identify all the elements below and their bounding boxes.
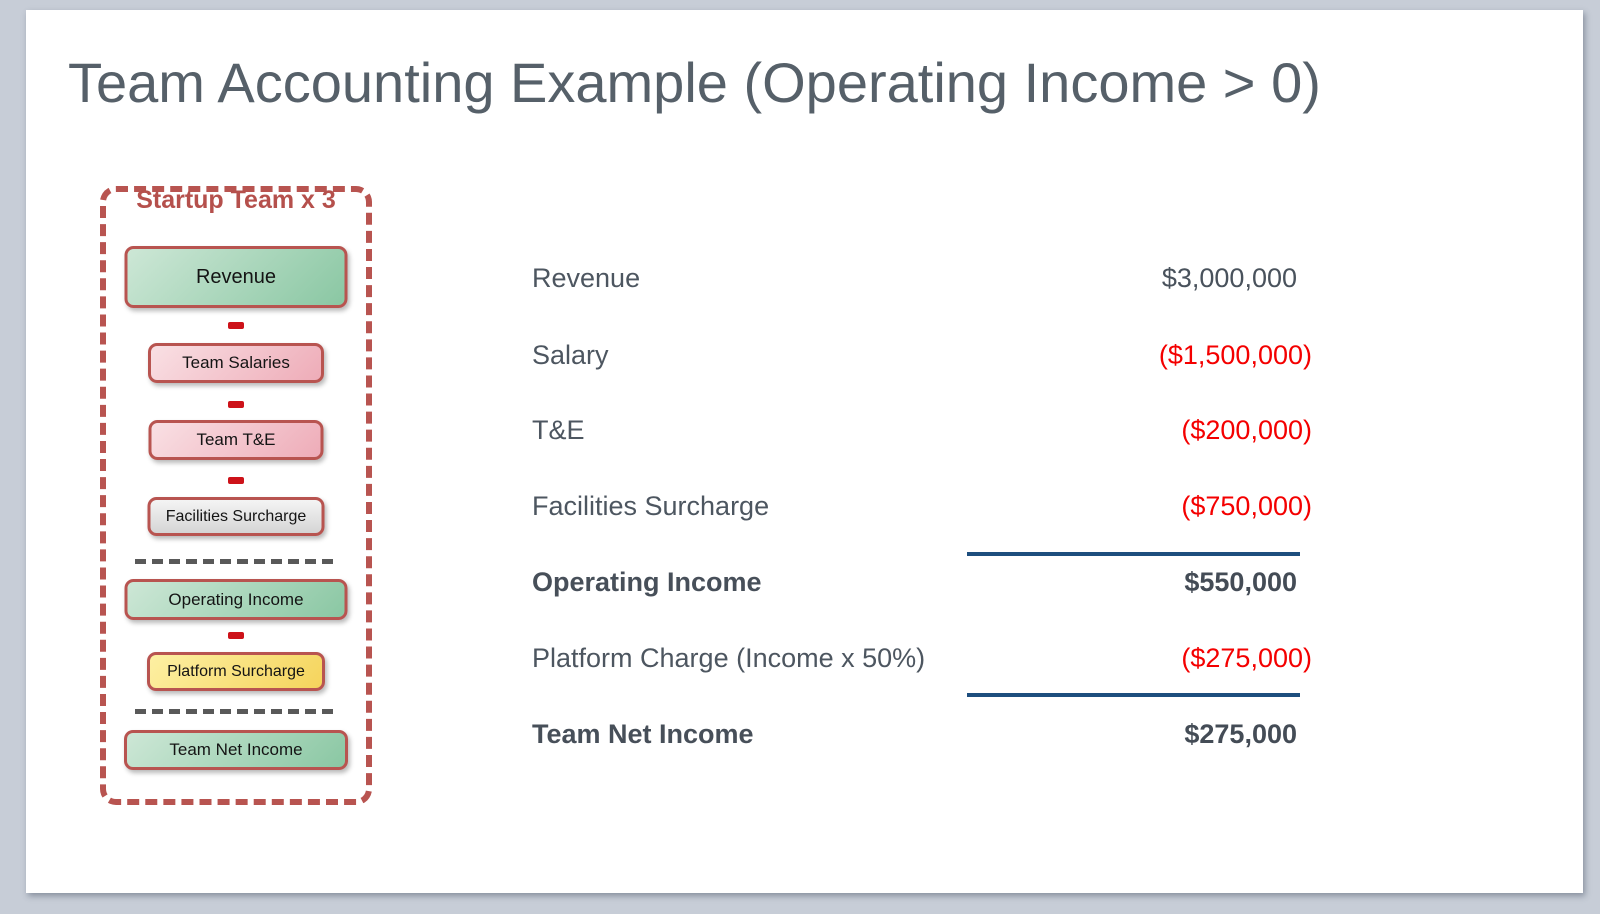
row-label: Facilities Surcharge: [532, 490, 770, 521]
row-value: $550,000: [1184, 566, 1297, 597]
node-team-net-income: Team Net Income: [124, 730, 348, 770]
startup-team-group: Startup Team x 3 Revenue Team Salaries T…: [100, 186, 372, 805]
table-row-operating-income: Operating Income $550,000: [532, 562, 1312, 602]
slide-canvas: Team Accounting Example (Operating Incom…: [26, 10, 1583, 893]
row-value: ($750,000): [1181, 490, 1312, 521]
table-row-facilities-surcharge: Facilities Surcharge ($750,000): [532, 486, 1312, 526]
dashed-divider: [135, 559, 337, 564]
row-label: Operating Income: [532, 566, 762, 597]
minus-icon: [228, 322, 244, 329]
table-row-revenue: Revenue $3,000,000: [532, 258, 1312, 298]
node-team-te: Team T&E: [148, 420, 324, 460]
row-label: Team Net Income: [532, 718, 754, 749]
row-value: $3,000,000: [1161, 262, 1297, 293]
row-value: $275,000: [1184, 718, 1297, 749]
node-revenue: Revenue: [124, 246, 348, 308]
row-value: ($1,500,000): [1158, 339, 1312, 370]
node-platform-surcharge: Platform Surcharge: [147, 652, 325, 691]
subtotal-rule: [967, 693, 1300, 697]
minus-icon: [228, 632, 244, 639]
row-label: Platform Charge (Income x 50%): [532, 642, 926, 673]
subtotal-rule: [967, 552, 1300, 556]
row-label: T&E: [532, 414, 585, 445]
row-value: ($200,000): [1181, 414, 1312, 445]
row-label: Salary: [532, 339, 609, 370]
table-row-team-net-income: Team Net Income $275,000: [532, 714, 1312, 754]
table-row-salary: Salary ($1,500,000): [532, 335, 1312, 375]
table-row-te: T&E ($200,000): [532, 410, 1312, 450]
slide-title: Team Accounting Example (Operating Incom…: [68, 51, 1321, 114]
minus-icon: [228, 401, 244, 408]
node-facilities-surcharge: Facilities Surcharge: [147, 497, 325, 536]
node-operating-income: Operating Income: [124, 579, 348, 620]
minus-icon: [228, 477, 244, 484]
row-value: ($275,000): [1181, 642, 1312, 673]
group-label: Startup Team x 3: [136, 186, 336, 214]
dashed-divider: [135, 709, 337, 714]
row-label: Revenue: [532, 262, 641, 293]
node-team-salaries: Team Salaries: [148, 343, 324, 383]
table-row-platform-charge: Platform Charge (Income x 50%) ($275,000…: [532, 638, 1312, 678]
